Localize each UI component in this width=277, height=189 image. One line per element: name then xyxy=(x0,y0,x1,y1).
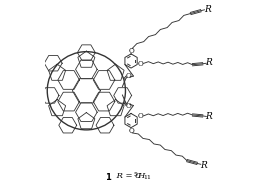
Text: R: R xyxy=(204,5,211,14)
Text: R: R xyxy=(206,58,212,67)
Text: O: O xyxy=(126,102,132,110)
Text: O: O xyxy=(126,72,132,80)
Text: O: O xyxy=(128,47,134,55)
Text: O: O xyxy=(138,112,143,120)
Text: 11: 11 xyxy=(144,175,152,180)
Text: 5: 5 xyxy=(134,172,138,177)
Text: R: R xyxy=(206,112,212,121)
Text: R = C: R = C xyxy=(114,172,142,180)
Text: H: H xyxy=(137,172,144,180)
Text: O: O xyxy=(128,127,134,135)
Text: R: R xyxy=(200,161,207,170)
Text: $\mathbf{1}$: $\mathbf{1}$ xyxy=(105,170,112,182)
Text: O: O xyxy=(138,60,143,68)
